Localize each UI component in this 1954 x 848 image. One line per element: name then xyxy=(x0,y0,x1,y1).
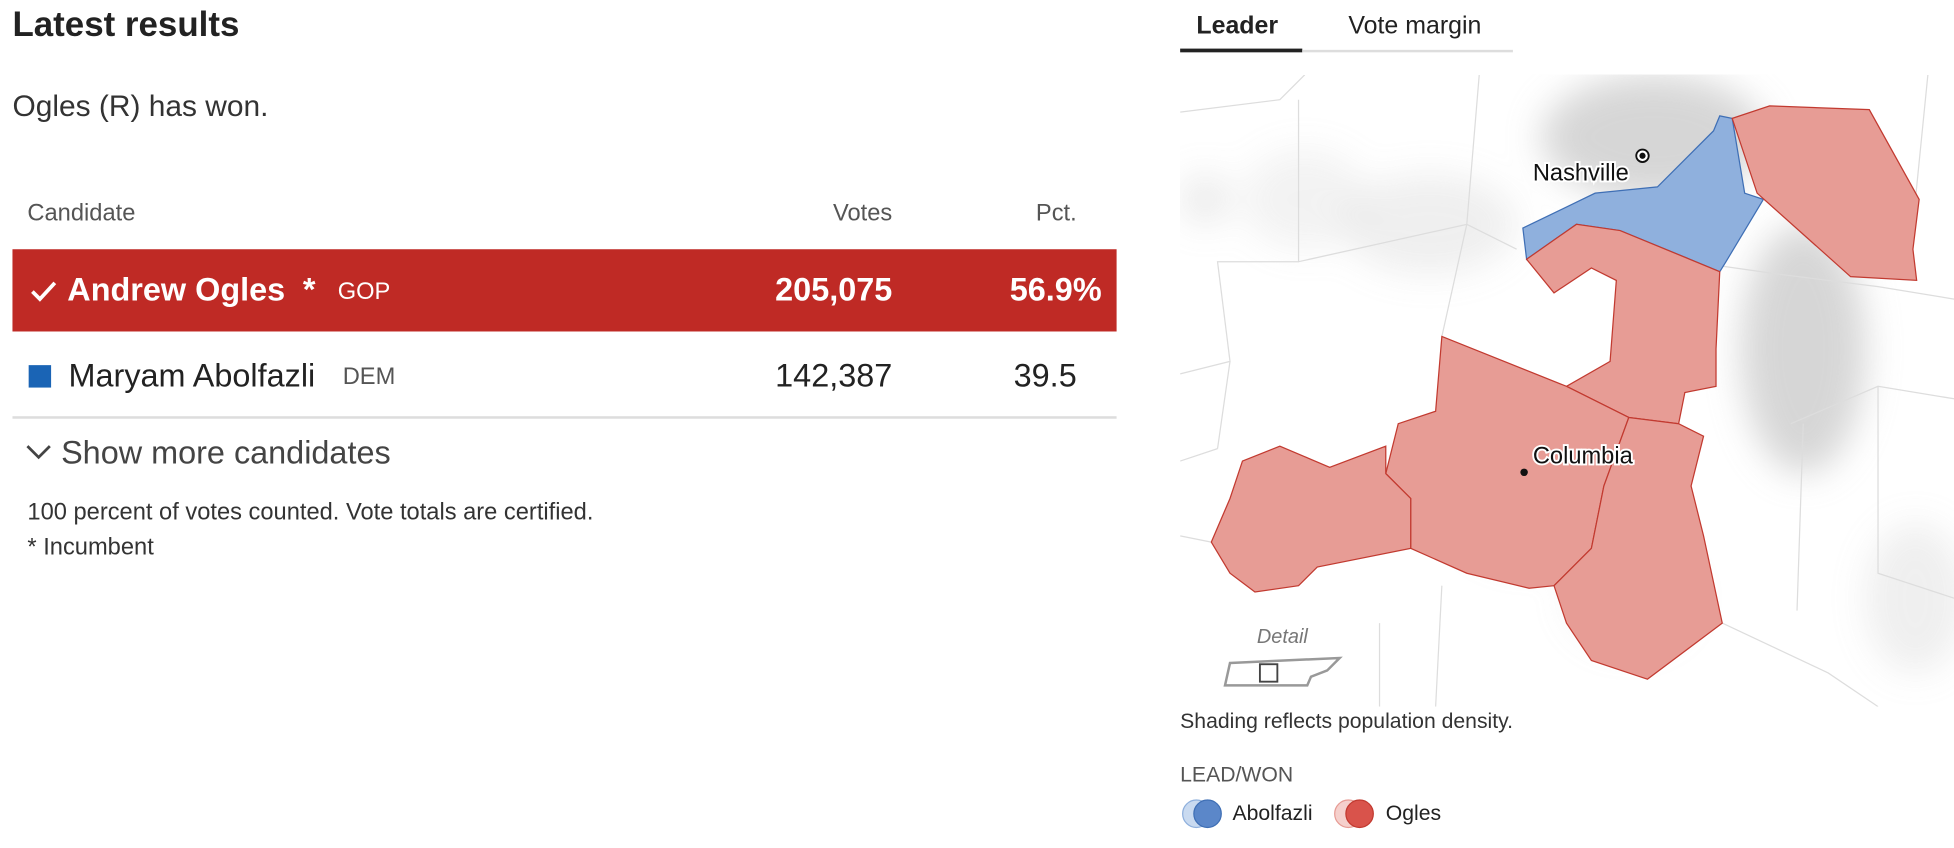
city-label: Columbia xyxy=(1533,444,1634,470)
candidate-name: Andrew Ogles xyxy=(67,270,286,308)
city-marker xyxy=(1639,152,1646,159)
legend-swatch xyxy=(1334,799,1374,829)
pct: 56.9% xyxy=(1009,270,1102,308)
legend-label: Ogles xyxy=(1385,801,1442,825)
county-lines xyxy=(1180,74,1954,707)
detail-label: Detail xyxy=(1257,626,1309,648)
detail-box xyxy=(1258,663,1279,683)
candidate-row: Maryam Abolfazli DEM 142,387 39.5 xyxy=(12,334,1117,419)
district-gop xyxy=(1210,445,1412,593)
incumbent-mark: * xyxy=(302,270,316,308)
district-map: Nashville Columbia Detail xyxy=(1180,74,1954,707)
city-label: Nashville xyxy=(1533,161,1629,187)
status: Ogles (R) has won. xyxy=(12,89,269,124)
chevron-icon xyxy=(26,445,51,460)
party: DEM xyxy=(342,363,396,391)
column-header: Pct. xyxy=(1035,200,1077,227)
note: * Incumbent xyxy=(27,534,154,561)
tab-leader[interactable]: Leader xyxy=(1180,0,1303,53)
check-icon xyxy=(31,281,57,302)
tab-vote-margin[interactable]: Vote margin xyxy=(1302,0,1513,53)
district-gop xyxy=(1553,416,1723,680)
votes: 142,387 xyxy=(775,356,893,394)
party-swatch xyxy=(28,365,52,388)
winner-row: Andrew Ogles * GOP 205,075 56.9% xyxy=(12,249,1117,332)
title: Latest results xyxy=(12,4,240,44)
legend-swatch xyxy=(1182,799,1222,829)
map-caption: Shading reflects population density. xyxy=(1180,709,1514,733)
legend-label: Abolfazli xyxy=(1232,801,1313,825)
state-inset xyxy=(1223,656,1343,687)
tab-label: Leader xyxy=(1196,12,1279,40)
districts xyxy=(1210,105,1920,680)
column-header: Votes xyxy=(833,200,893,227)
pct: 39.5 xyxy=(1013,356,1077,394)
candidate-name: Maryam Abolfazli xyxy=(68,356,316,394)
district-gop xyxy=(1731,105,1920,282)
legend-title: LEAD/WON xyxy=(1180,762,1294,787)
votes: 205,075 xyxy=(775,270,893,308)
show-more-label: Show more candidates xyxy=(61,433,391,472)
city-marker xyxy=(1520,468,1528,477)
note: 100 percent of votes counted. Vote total… xyxy=(27,499,594,526)
tab-label: Vote margin xyxy=(1348,12,1482,40)
party: GOP xyxy=(337,279,391,306)
column-header: Candidate xyxy=(27,200,136,227)
